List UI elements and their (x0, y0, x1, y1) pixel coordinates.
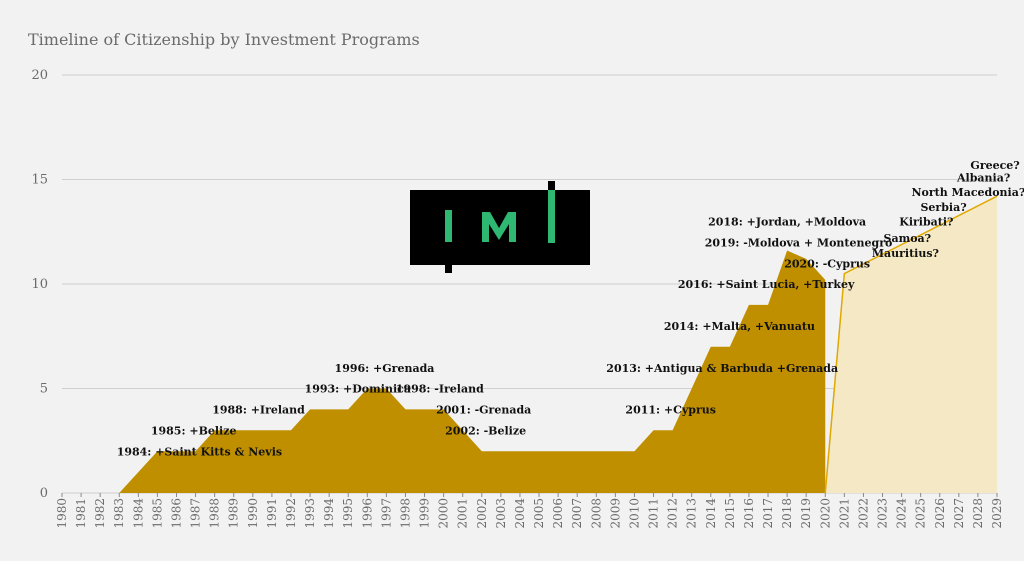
annotation-label: 1993: +Dominica (305, 383, 411, 396)
annotation-label: 1996: +Grenada (335, 362, 435, 375)
x-tick-label: 2021 (837, 498, 851, 529)
x-tick-label: 2006 (551, 498, 565, 529)
imi-logo (410, 181, 590, 273)
x-tick-label: 2014 (704, 498, 718, 529)
x-tick-label: 2020 (818, 498, 832, 529)
x-tick-label: 2005 (532, 498, 546, 529)
x-tick-label: 2017 (761, 498, 775, 529)
annotation-label: Albania? (956, 172, 1010, 185)
x-tick-label: 1982 (93, 498, 107, 529)
x-axis-ticks: 1980 1981 1982 1983 1984 1985 1986 1987 1988 1989… (55, 493, 1004, 529)
area-series (62, 195, 998, 494)
x-tick-label: 2015 (723, 498, 737, 529)
annotation-label: Kiribati? (899, 215, 953, 228)
x-tick-label: 2003 (494, 498, 508, 529)
x-tick-label: 1981 (74, 498, 88, 529)
x-tick-label: 2012 (666, 498, 680, 529)
x-tick-label: 1985 (150, 498, 164, 529)
x-tick-label: 1993 (303, 498, 317, 529)
y-tick-label: 15 (31, 173, 48, 188)
x-tick-label: 1991 (265, 498, 279, 529)
x-tick-label: 2016 (742, 498, 756, 529)
y-tick-label: 10 (31, 277, 48, 292)
x-tick-label: 2026 (933, 498, 947, 529)
x-tick-label: 1998 (398, 498, 412, 529)
annotations: 1984: +Saint Kitts & Nevis 1985: +Belize 1… (117, 159, 1024, 458)
annotation-label: Serbia? (920, 201, 966, 214)
annotation-label: 2002: -Belize (445, 424, 526, 437)
logo-i-bar (445, 210, 452, 242)
x-tick-label: 1986 (169, 498, 183, 529)
x-tick-label: 1980 (55, 498, 69, 529)
logo-i2-bar (548, 190, 555, 243)
annotation-label: 1985: +Belize (151, 424, 237, 437)
x-tick-label: 1987 (189, 498, 203, 529)
x-tick-label: 1994 (322, 498, 336, 529)
x-tick-label: 2009 (608, 498, 622, 529)
x-tick-label: 2025 (914, 498, 928, 529)
x-tick-label: 2013 (685, 498, 699, 529)
x-tick-label: 2007 (570, 498, 584, 529)
annotation-label: 1984: +Saint Kitts & Nevis (117, 445, 282, 458)
annotation-label: 2013: +Antigua & Barbuda +Grenada (606, 362, 838, 375)
x-tick-label: 1984 (131, 498, 145, 529)
x-tick-label: 1997 (379, 498, 393, 529)
x-tick-label: 2011 (647, 498, 661, 529)
x-tick-label: 2028 (971, 498, 985, 529)
annotation-label: 2018: +Jordan, +Moldova (708, 215, 866, 228)
x-tick-label: 2024 (895, 498, 909, 529)
annotation-label: 2011: +Cyprus (625, 404, 716, 417)
historical-area (62, 250, 826, 493)
x-tick-label: 2018 (780, 498, 794, 529)
x-tick-label: 2002 (475, 498, 489, 529)
annotation-label: 1988: +Ireland (212, 404, 305, 417)
annotation-label: 2014: +Malta, +Vanuatu (664, 320, 815, 333)
annotation-label: 2001: -Grenada (436, 404, 531, 417)
x-tick-label: 1983 (112, 498, 126, 529)
x-tick-label: 1996 (360, 498, 374, 529)
x-tick-label: 2000 (437, 498, 451, 529)
x-tick-label: 2022 (856, 498, 870, 529)
x-tick-label: 1995 (341, 498, 355, 529)
annotation-label: 2019: -Moldova + Montenegro (705, 236, 893, 249)
logo-m (482, 212, 516, 242)
x-tick-label: 2023 (876, 498, 890, 529)
x-tick-label: 1992 (284, 498, 298, 529)
annotation-label: Greece? (970, 159, 1019, 172)
y-tick-label: 5 (40, 382, 48, 397)
y-tick-label: 20 (31, 68, 48, 83)
x-tick-label: 2027 (952, 498, 966, 529)
x-tick-label: 1999 (418, 498, 432, 529)
projected-line (824, 195, 998, 494)
projected-area (825, 196, 997, 493)
y-tick-label: 0 (40, 486, 48, 501)
x-tick-label: 1989 (227, 498, 241, 529)
annotation-label: Samoa? (884, 232, 932, 245)
chart-title: Timeline of Citizenship by Investment Pr… (28, 30, 420, 49)
annotation-label: Mauritius? (872, 247, 939, 260)
y-axis-ticks: 0 5 10 15 20 (31, 68, 48, 501)
x-tick-label: 1988 (208, 498, 222, 529)
annotation-label: 2016: +Saint Lucia, +Turkey (678, 278, 855, 291)
x-tick-label: 2010 (627, 498, 641, 529)
annotation-label: 2020: -Cyprus (784, 257, 870, 270)
annotation-label: North Macedonia? (911, 186, 1024, 199)
x-tick-label: 2019 (799, 498, 813, 529)
x-tick-label: 2004 (513, 498, 527, 529)
x-tick-label: 2008 (589, 498, 603, 529)
annotation-label: 1998: -Ireland (396, 383, 484, 396)
x-tick-label: 1990 (246, 498, 260, 529)
x-tick-label: 2029 (990, 498, 1004, 529)
x-tick-label: 2001 (456, 498, 470, 529)
